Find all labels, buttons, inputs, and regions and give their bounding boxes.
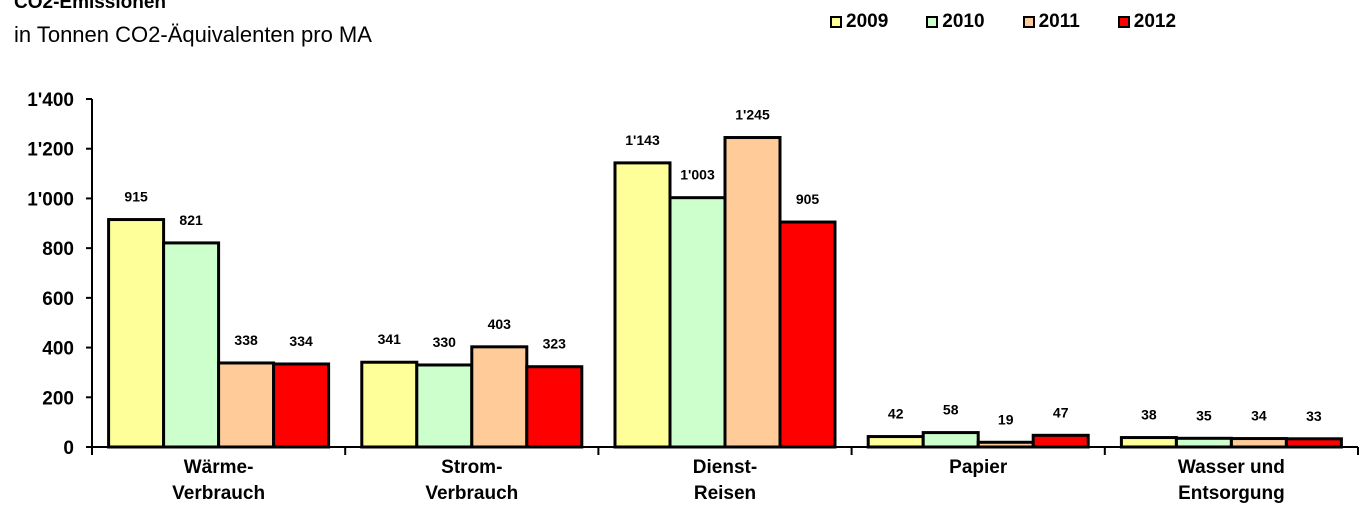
data-label-2010-4: 35 <box>1196 407 1212 423</box>
data-label-2012-1: 323 <box>543 336 567 352</box>
category-label-1-1: Verbrauch <box>425 483 518 504</box>
category-label-1-0: Strom- <box>441 457 502 478</box>
y-tick-label-4: 800 <box>42 239 74 260</box>
bar-2010-1 <box>415 363 474 449</box>
legend-item-2010: 2010 <box>926 11 985 33</box>
data-label-2010-3: 58 <box>943 402 959 418</box>
bar-2009-1 <box>360 360 419 449</box>
bar-2011-2 <box>723 136 782 449</box>
bar-2012-0 <box>272 362 331 449</box>
bar-2011-4 <box>1229 437 1288 449</box>
y-tick-label-0: 0 <box>63 438 74 459</box>
data-label-2011-3: 19 <box>998 411 1014 427</box>
legend: 2009 2010 2011 2012 <box>830 11 1214 33</box>
data-label-2011-2: 1'245 <box>735 107 770 123</box>
category-label-4-0: Wasser und <box>1178 457 1285 478</box>
legend-swatch-2010 <box>926 16 939 28</box>
data-label-2012-3: 47 <box>1053 404 1069 420</box>
bar-2011-0 <box>217 361 276 449</box>
legend-label-2011: 2011 <box>1038 11 1080 32</box>
y-tick-label-2: 400 <box>42 339 74 360</box>
data-label-2009-3: 42 <box>888 406 904 422</box>
category-label-4-1: Entsorgung <box>1178 483 1285 504</box>
bar-2012-4 <box>1284 437 1343 449</box>
y-tick-label-7: 1'400 <box>27 90 74 111</box>
category-label-3-0: Papier <box>949 457 1008 478</box>
data-label-2010-1: 330 <box>433 334 457 350</box>
bar-2011-1 <box>470 345 529 449</box>
chart-title: CO2-Emissionen <box>14 0 167 13</box>
legend-swatch-2012 <box>1117 16 1130 28</box>
legend-item-2011: 2011 <box>1022 11 1080 33</box>
data-label-2011-0: 338 <box>234 332 258 348</box>
data-label-2012-4: 33 <box>1306 408 1322 424</box>
bar-2012-3 <box>1031 433 1090 449</box>
data-label-2011-1: 403 <box>488 316 512 332</box>
category-label-2-1: Reisen <box>694 483 756 504</box>
bar-2009-2 <box>613 161 672 449</box>
category-label-0-1: Verbrauch <box>172 483 265 504</box>
legend-label-2012: 2012 <box>1133 11 1177 32</box>
data-label-2011-4: 34 <box>1251 408 1267 424</box>
legend-swatch-2011 <box>1022 16 1035 28</box>
category-label-0-0: Wärme- <box>184 457 254 478</box>
bar-2010-4 <box>1174 436 1233 449</box>
y-tick-label-1: 200 <box>42 388 74 409</box>
legend-label-2009: 2009 <box>846 11 889 32</box>
data-label-2010-0: 821 <box>179 212 203 228</box>
y-tick-label-6: 1'200 <box>27 140 74 161</box>
legend-item-2009: 2009 <box>830 11 888 33</box>
data-label-2012-2: 905 <box>796 191 820 207</box>
data-label-2009-0: 915 <box>124 189 148 205</box>
bar-2009-0 <box>107 218 166 449</box>
bar-2010-2 <box>668 196 727 449</box>
category-label-2-0: Dienst- <box>693 457 757 478</box>
bar-2012-2 <box>778 220 837 449</box>
data-label-2009-2: 1'143 <box>625 132 660 148</box>
legend-item-2012: 2012 <box>1117 11 1177 33</box>
data-label-2009-4: 38 <box>1141 407 1157 423</box>
bar-2010-3 <box>921 431 980 449</box>
y-tick-label-3: 600 <box>42 289 74 310</box>
legend-label-2010: 2010 <box>942 11 985 32</box>
y-tick-label-5: 1'000 <box>27 189 74 210</box>
chart-subtitle: in Tonnen CO2-Äquivalenten pro MA <box>14 22 372 47</box>
bar-2009-4 <box>1119 436 1178 449</box>
data-label-2010-2: 1'003 <box>680 167 715 183</box>
bar-2009-3 <box>866 435 925 449</box>
data-label-2009-1: 341 <box>378 331 402 347</box>
legend-swatch-2009 <box>830 16 842 28</box>
bar-2010-0 <box>162 241 221 449</box>
data-label-2012-0: 334 <box>289 333 313 349</box>
bar-2012-1 <box>525 365 584 449</box>
